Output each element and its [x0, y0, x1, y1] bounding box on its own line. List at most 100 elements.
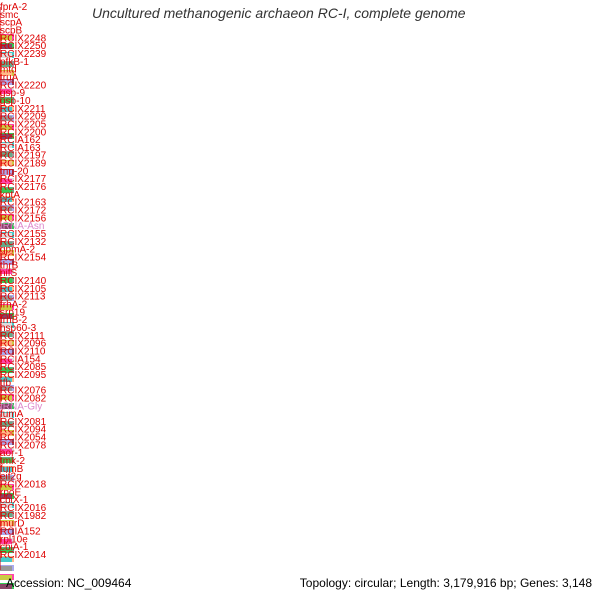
feature-block-right [0, 197, 12, 202]
gene-label-rcix2110: RCIX2110 [0, 347, 46, 358]
gene-label-rcix2132: RCIX2132 [0, 237, 47, 248]
feature-block-right [0, 341, 12, 346]
gene-label-rcix2140: RCIX2140 [0, 276, 47, 287]
feature-block-right [0, 503, 12, 508]
feature-block-right [0, 278, 12, 283]
gene-label-rpl10e: rpl10e [0, 534, 28, 545]
gene-label-eif2g: eif2g [0, 472, 22, 483]
gene-label-nifs: nifS [0, 268, 18, 279]
map-title: Uncultured methanogenic archaeon RC-I, c… [92, 5, 466, 21]
gene-label-rcix2154: RCIX2154 [0, 253, 47, 264]
feature-block-right [0, 224, 12, 229]
feature-block-right [0, 287, 12, 292]
feature-block-right [0, 350, 12, 355]
feature-block-right [0, 296, 12, 301]
gene-label-rcix2205: RCIX2205 [0, 119, 47, 130]
gene-label-fumb: fumB [0, 464, 24, 475]
feature-block-right [0, 134, 12, 139]
feature-block-right [0, 260, 12, 265]
gene-label-srp19: srp19 [0, 307, 25, 318]
feature-block-right [0, 323, 12, 328]
gene-label-rcix2076: RCIX2076 [0, 386, 47, 397]
gene-label-rcia163: RCIA163 [0, 143, 41, 154]
gene-label-rcix2155: RCIX2155 [0, 229, 47, 240]
gene-label-rcix2085: RCIX2085 [0, 362, 47, 373]
feature-block-right [0, 305, 12, 310]
gene-label-aor-1: aor-1 [0, 448, 24, 459]
feature-block-right [0, 44, 12, 49]
feature-block-right [0, 107, 12, 112]
feature-block-right [0, 449, 12, 454]
feature-track [0, 34, 14, 589]
gene-label-rcix2081: RCIX2081 [0, 417, 47, 428]
gene-label-rcix2209: RCIX2209 [0, 112, 47, 123]
feature-block-right [0, 467, 12, 472]
accession-text: Accession: NC_009464 [6, 576, 132, 590]
feature-block-right [0, 206, 12, 211]
gene-label-murd: murD [0, 519, 24, 530]
gene-label-trna-asn: tRNA-Asn [0, 221, 44, 232]
feature-block-right [0, 98, 12, 103]
feature-block-right [0, 215, 12, 220]
feature-block-right [0, 35, 12, 40]
feature-block-right [0, 476, 12, 481]
feature-block-right [0, 188, 12, 193]
gene-label-rcix2250: RCIX2250 [0, 41, 47, 52]
feature-block-right [0, 314, 12, 319]
feature-block-right [0, 494, 12, 499]
gene-label-gsp-10: gsp-10 [0, 96, 31, 107]
gene-label-rcia154: RCIA154 [0, 354, 41, 365]
feature-block-right [0, 485, 12, 490]
gene-label-gsp-9: gsp-9 [0, 88, 25, 99]
gene-label-rcix2113: RCIX2113 [0, 292, 46, 303]
feature-block-right [0, 440, 12, 445]
feature-block-right [0, 125, 12, 130]
feature-block-right [0, 557, 12, 562]
feature-block-right [0, 404, 12, 409]
feature-block-right [0, 386, 12, 391]
gene-label-tmk-2: tmk-2 [0, 456, 25, 467]
feature-block-right [0, 80, 12, 85]
feature-block-right [0, 413, 12, 418]
gene-labels: gcp-aRCIX2222RCIX2231RCIX2213RCIX2214sur… [0, 2, 47, 561]
feature-block-right [0, 521, 12, 526]
feature-block-right [0, 566, 12, 571]
feature-block-right [0, 251, 12, 256]
gene-label-rcix2239: RCIX2239 [0, 49, 47, 60]
gene-label-thrb: thrB [0, 260, 19, 271]
gene-label-rcix2197: RCIX2197 [0, 151, 47, 162]
gene-label-rcix1982: RCIX1982 [0, 511, 47, 522]
feature-block-right [0, 395, 12, 400]
gene-label-frhb-2: frhB-2 [0, 315, 28, 326]
gene-label-rcix2177: RCIX2177 [0, 174, 47, 185]
feature-block-right [0, 53, 12, 58]
feature-block-right [0, 575, 12, 580]
feature-block-right [0, 116, 12, 121]
gene-label-rcix2189: RCIX2189 [0, 159, 47, 170]
gene-label-tfb: tfb [0, 378, 12, 389]
gene-label-mtd: mtd [0, 65, 17, 76]
gene-label-tnp-20: tnp-20 [0, 166, 29, 177]
feature-block-right [0, 89, 12, 94]
gene-label-rcix2014: RCIX2014 [0, 550, 47, 561]
gene-label-rcix2094: RCIX2094 [0, 425, 47, 436]
feature-block-right [0, 431, 12, 436]
feature-block-right [0, 368, 12, 373]
gene-label-frha-2: frhA-2 [0, 300, 28, 311]
gene-label-gpma-2: gpmA-2 [0, 245, 35, 256]
feature-block-right [0, 359, 12, 364]
gene-label-cbix-1: cbiX-1 [0, 495, 29, 506]
gene-label-rcix2220: RCIX2220 [0, 80, 47, 91]
feature-block-right [0, 62, 12, 67]
feature-block-right [0, 269, 12, 274]
feature-block-right [0, 233, 12, 238]
gene-label-rcix2172: RCIX2172 [0, 206, 47, 217]
feature-block-right [0, 539, 12, 544]
gene-label-rcix2111: RCIX2111 [0, 331, 45, 342]
gene-label-rcix2082: RCIX2082 [0, 393, 47, 404]
gene-label-trna-gly: tRNA-Gly [0, 401, 42, 412]
feature-block-right [0, 530, 12, 535]
gene-label-rcix2095: RCIX2095 [0, 370, 47, 381]
gene-label-scpb: scpB [0, 26, 23, 37]
gene-label-rcix2016: RCIX2016 [0, 503, 47, 514]
